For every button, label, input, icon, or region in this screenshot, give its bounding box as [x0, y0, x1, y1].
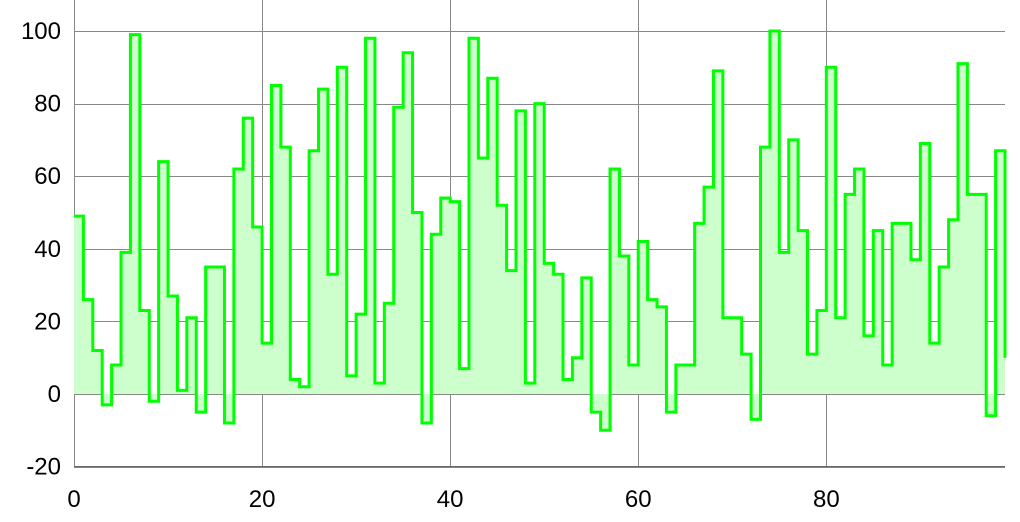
y-tick-label: 0	[48, 381, 61, 408]
x-tick-label: 80	[813, 486, 840, 513]
y-tick-label: 80	[34, 91, 61, 118]
y-tick-label: 60	[34, 163, 61, 190]
y-tick-label: 20	[34, 308, 61, 335]
x-tick-label: 0	[67, 486, 80, 513]
series-step-line	[74, 29, 1007, 432]
y-tick-label: 100	[21, 18, 61, 45]
y-tick-label: 40	[34, 236, 61, 263]
series-area-fill	[74, 31, 1005, 431]
series-layer	[74, 29, 1007, 432]
y-tick-label: -20	[26, 454, 61, 481]
x-tick-label: 40	[437, 486, 464, 513]
x-tick-label: 20	[249, 486, 276, 513]
x-tick-label: 60	[625, 486, 652, 513]
